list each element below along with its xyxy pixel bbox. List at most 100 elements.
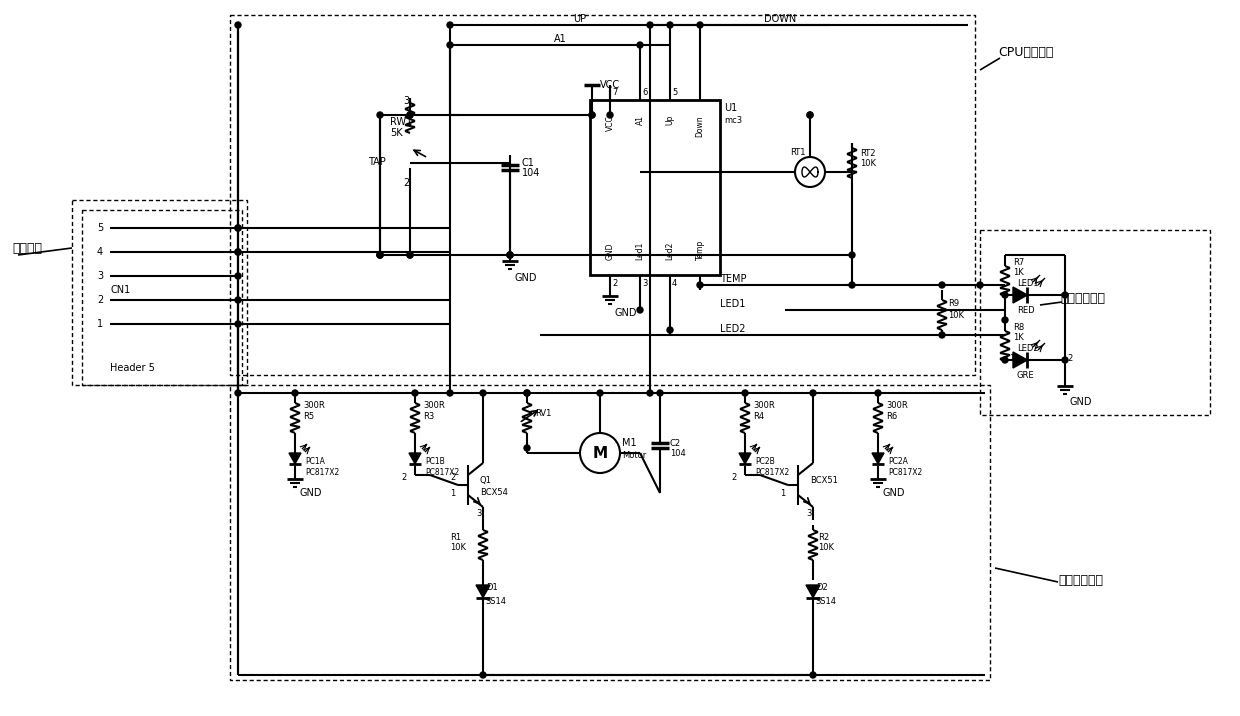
Circle shape: [446, 42, 453, 48]
Text: 2: 2: [613, 279, 618, 288]
Text: GRE: GRE: [1017, 370, 1034, 379]
Circle shape: [637, 307, 644, 313]
Polygon shape: [289, 453, 301, 464]
Text: R3: R3: [423, 412, 434, 420]
Polygon shape: [409, 453, 422, 464]
Circle shape: [1002, 317, 1008, 323]
Text: 3: 3: [97, 271, 103, 281]
Text: RT1: RT1: [790, 147, 806, 157]
Circle shape: [849, 252, 856, 258]
Text: 300R: 300R: [423, 400, 445, 410]
Text: U1: U1: [724, 103, 738, 113]
Circle shape: [236, 249, 241, 255]
Text: A1: A1: [553, 34, 567, 44]
Text: 300R: 300R: [303, 400, 325, 410]
Circle shape: [407, 112, 413, 118]
Text: CN1: CN1: [110, 285, 130, 295]
Text: 2: 2: [1066, 354, 1073, 362]
Circle shape: [807, 112, 813, 118]
Circle shape: [667, 327, 673, 333]
Circle shape: [236, 390, 241, 396]
Text: 3: 3: [642, 279, 647, 288]
Circle shape: [807, 112, 813, 118]
Text: R9: R9: [949, 299, 959, 307]
Text: PC817X2: PC817X2: [425, 468, 459, 477]
Polygon shape: [1013, 287, 1028, 303]
Text: R2: R2: [818, 533, 830, 541]
Text: UP: UP: [573, 14, 587, 24]
Text: PC817X2: PC817X2: [888, 468, 923, 477]
Circle shape: [849, 282, 856, 288]
Text: 10K: 10K: [818, 543, 835, 553]
Circle shape: [236, 22, 241, 28]
Text: TEMP: TEMP: [720, 274, 746, 284]
Circle shape: [291, 390, 298, 396]
Circle shape: [977, 282, 983, 288]
Text: RT2: RT2: [861, 148, 875, 158]
Text: R4: R4: [753, 412, 764, 420]
Circle shape: [446, 390, 453, 396]
Circle shape: [589, 112, 595, 118]
Text: LED1: LED1: [1017, 279, 1039, 288]
Circle shape: [697, 22, 703, 28]
Circle shape: [525, 390, 529, 396]
Text: 2: 2: [450, 473, 455, 481]
Text: R6: R6: [887, 412, 898, 420]
Text: 10K: 10K: [949, 311, 963, 319]
Circle shape: [875, 390, 880, 396]
Text: R8: R8: [1013, 322, 1024, 332]
Circle shape: [236, 297, 241, 303]
Circle shape: [236, 249, 241, 255]
Circle shape: [1002, 292, 1008, 298]
Text: PC817X2: PC817X2: [755, 468, 789, 477]
Polygon shape: [476, 585, 490, 598]
Text: A1: A1: [635, 115, 645, 125]
Text: 1: 1: [97, 319, 103, 329]
Text: 4: 4: [97, 247, 103, 257]
Circle shape: [407, 252, 413, 258]
Text: Led1: Led1: [635, 241, 645, 260]
Bar: [980, 230, 1210, 415]
Circle shape: [377, 252, 383, 258]
Text: RV1: RV1: [534, 409, 552, 417]
Text: BCX54: BCX54: [480, 488, 508, 496]
Bar: [72, 200, 247, 385]
Text: BCX51: BCX51: [810, 475, 838, 485]
Text: 1: 1: [450, 488, 455, 498]
Text: 300R: 300R: [887, 400, 908, 410]
Circle shape: [589, 112, 595, 118]
Text: PC2A: PC2A: [888, 457, 908, 465]
Text: LED1: LED1: [720, 299, 745, 309]
Text: 1: 1: [780, 488, 785, 498]
Text: Q1: Q1: [480, 475, 492, 485]
Circle shape: [939, 332, 945, 338]
Text: PC2B: PC2B: [755, 457, 775, 465]
Circle shape: [507, 252, 513, 258]
Circle shape: [407, 112, 413, 118]
Text: 电机启停电路: 电机启停电路: [1058, 574, 1104, 586]
Circle shape: [236, 225, 241, 231]
Circle shape: [647, 390, 653, 396]
Text: 3: 3: [476, 508, 481, 518]
Text: TAP: TAP: [368, 157, 386, 167]
Circle shape: [377, 112, 383, 118]
Text: PC817X2: PC817X2: [305, 468, 340, 477]
Text: Led2: Led2: [666, 241, 675, 260]
Text: Up: Up: [666, 115, 675, 125]
Text: 104: 104: [522, 168, 541, 178]
Text: 3: 3: [806, 508, 811, 518]
Bar: [229, 385, 990, 680]
Circle shape: [377, 252, 383, 258]
Circle shape: [377, 252, 383, 258]
Circle shape: [657, 390, 663, 396]
Circle shape: [507, 252, 513, 258]
Text: GND: GND: [605, 243, 615, 260]
Circle shape: [236, 321, 241, 327]
Circle shape: [480, 390, 486, 396]
Text: M1: M1: [622, 438, 636, 448]
Circle shape: [236, 225, 241, 231]
Text: LED2: LED2: [720, 324, 745, 334]
Text: LED2: LED2: [1017, 344, 1039, 352]
Text: 2: 2: [97, 295, 103, 305]
Text: 3: 3: [403, 96, 409, 106]
